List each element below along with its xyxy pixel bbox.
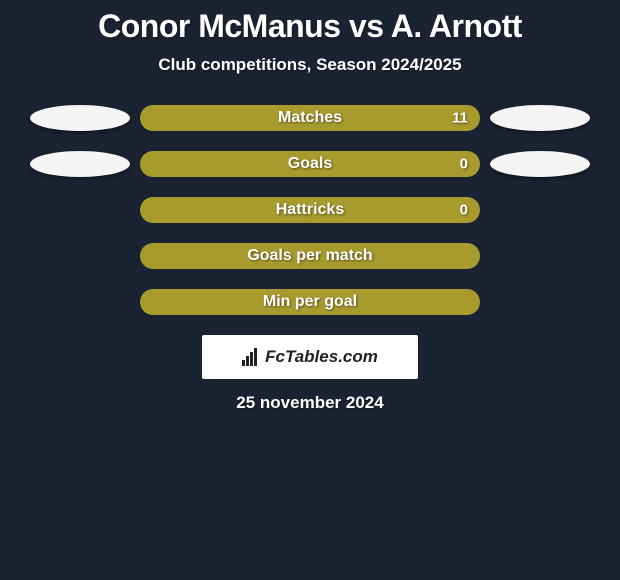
avatar-slot-right [490,151,590,177]
stat-label: Goals [288,155,332,173]
stat-value: 0 [460,156,468,173]
stat-bar: Goals per match [140,243,480,269]
stat-bar: Min per goal [140,289,480,315]
stat-row: Hattricks 0 [0,197,620,223]
comparison-widget: Conor McManus vs A. Arnott Club competit… [0,0,620,413]
date-text: 25 november 2024 [0,393,620,413]
stat-row: Goals per match [0,243,620,269]
player-avatar-right [490,105,590,131]
page-title: Conor McManus vs A. Arnott [0,8,620,45]
brand-text: FcTables.com [265,347,378,367]
stat-bar: Goals 0 [140,151,480,177]
avatar-slot-left [30,105,130,131]
player-avatar-left [30,151,130,177]
bars-icon [242,348,262,366]
stat-bar: Hattricks 0 [140,197,480,223]
stat-row: Min per goal [0,289,620,315]
brand-logo[interactable]: FcTables.com [202,335,418,379]
stat-row: Goals 0 [0,151,620,177]
stat-label: Hattricks [276,201,344,219]
avatar-slot-left [30,151,130,177]
stat-value: 11 [452,110,468,127]
stat-value: 0 [460,202,468,219]
player-avatar-right [490,151,590,177]
subtitle: Club competitions, Season 2024/2025 [0,55,620,75]
player-avatar-left [30,105,130,131]
stat-row: Matches 11 [0,105,620,131]
stats-block: Matches 11 Goals 0 Hattricks 0 Goals per match… [0,105,620,315]
stat-label: Min per goal [263,293,357,311]
stat-label: Goals per match [247,247,372,265]
avatar-slot-right [490,105,590,131]
stat-bar: Matches 11 [140,105,480,131]
stat-label: Matches [278,109,342,127]
